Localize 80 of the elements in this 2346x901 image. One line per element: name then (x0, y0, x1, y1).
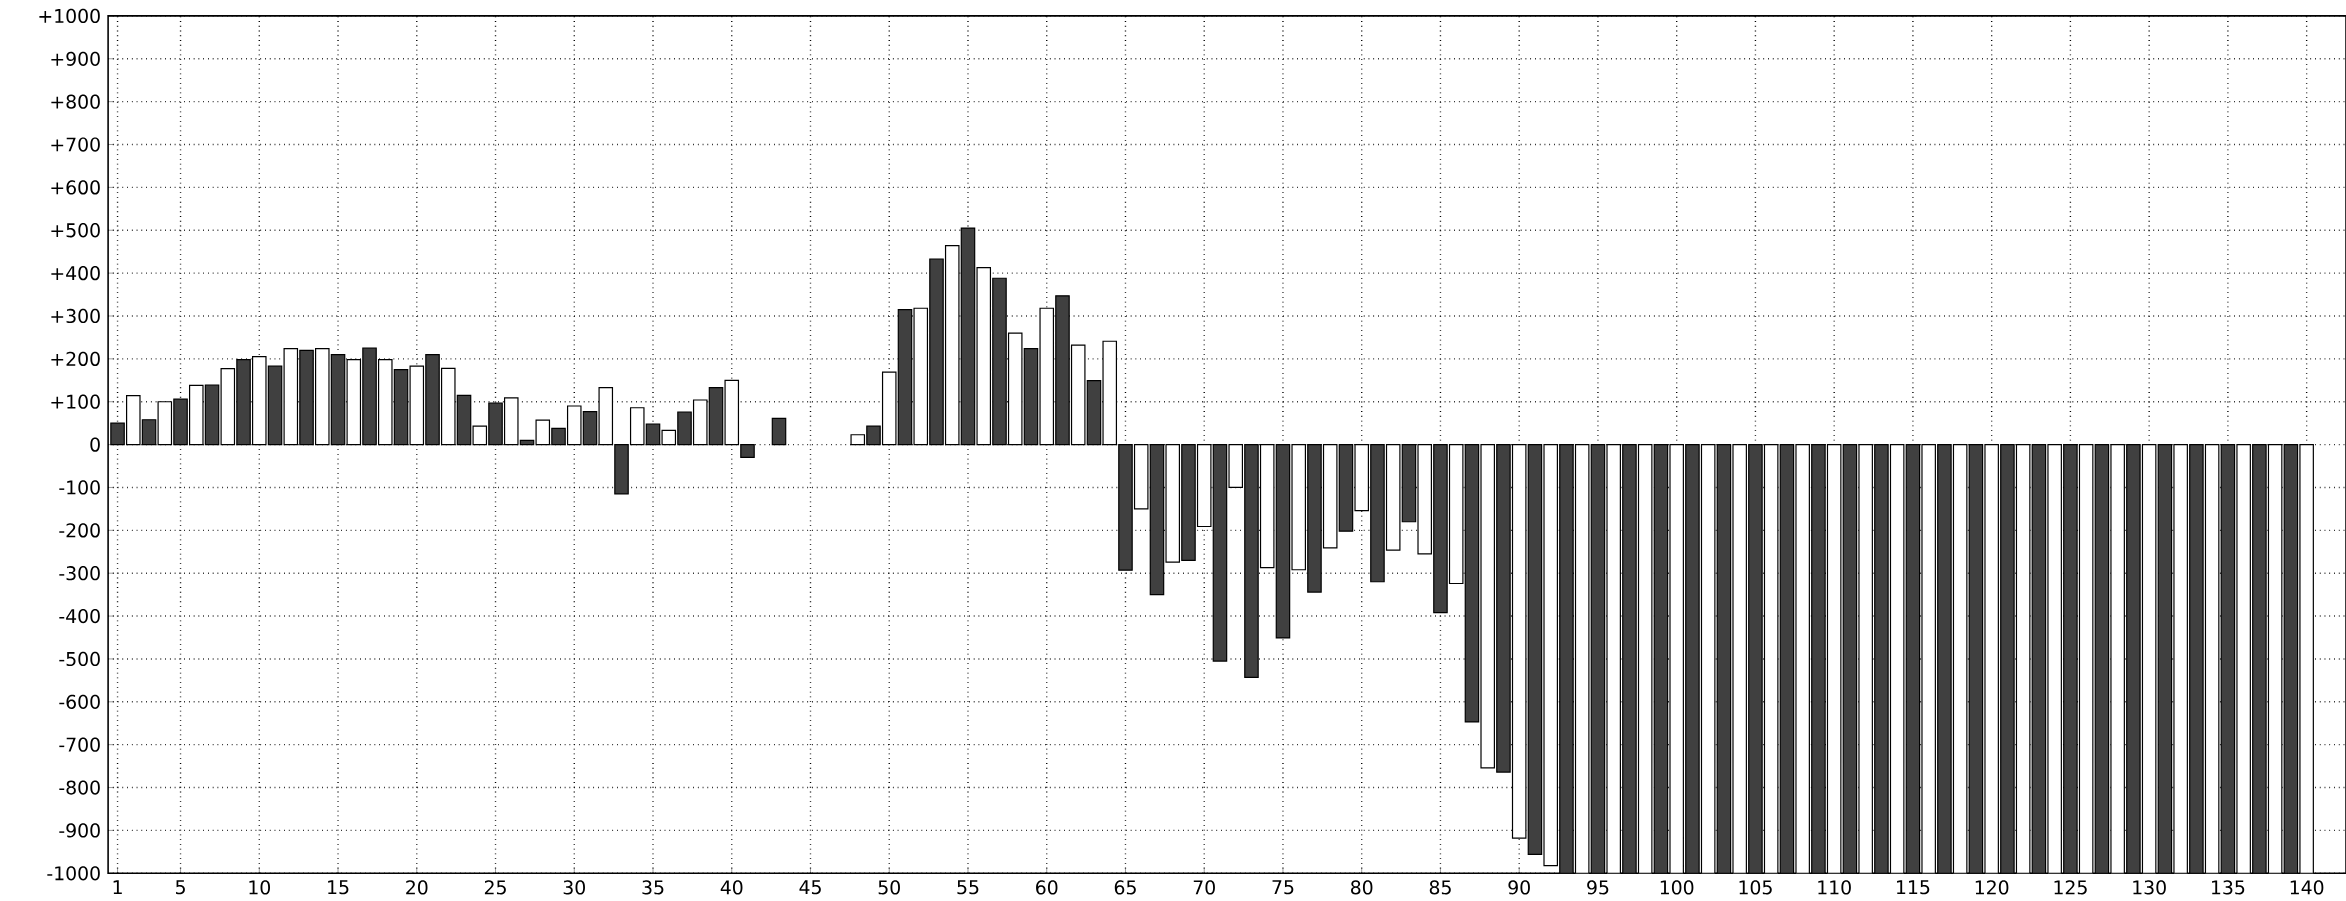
y-tick-label: -1000 (47, 866, 100, 881)
y-tick-label: +200 (51, 351, 100, 366)
x-tick-label: 55 (957, 880, 979, 895)
bar (173, 398, 188, 446)
bar (1669, 443, 1684, 874)
y-tick-label: +900 (51, 51, 100, 66)
y-tick-label: -700 (59, 737, 100, 752)
x-tick-label: 140 (2290, 880, 2324, 895)
x-tick-label: 10 (249, 880, 271, 895)
bar (2189, 443, 2204, 874)
x-tick-label: 35 (642, 880, 664, 895)
y-tick-label: -900 (59, 823, 100, 838)
x-tick-label: 125 (2054, 880, 2087, 895)
bar (677, 411, 692, 446)
x-tick-label: 65 (1114, 880, 1136, 895)
x-tick-label: 40 (720, 880, 743, 895)
bar (299, 349, 314, 446)
y-tick-label: +600 (51, 180, 100, 195)
y-tick-label: +800 (51, 94, 100, 109)
bar (614, 443, 629, 495)
bar (1118, 443, 1133, 571)
y-tick-label: -100 (59, 480, 100, 495)
x-tick-label: 60 (1036, 880, 1058, 895)
bar (236, 359, 251, 446)
x-tick-label: 95 (1587, 880, 1609, 895)
bar (1874, 443, 1889, 874)
y-tick-label: +400 (51, 265, 100, 281)
bar (1732, 443, 1747, 874)
bar (425, 353, 440, 446)
x-tick-label: 75 (1272, 880, 1294, 895)
x-tick-label: 25 (484, 880, 506, 895)
y-tick-label: 0 (90, 437, 100, 452)
bar (740, 443, 755, 458)
bar (1055, 295, 1070, 446)
x-tick-label: 80 (1351, 880, 1373, 895)
bar (992, 277, 1007, 446)
x-tick-label: 85 (1429, 880, 1451, 895)
y-tick-label: -500 (59, 651, 100, 666)
bar (2126, 443, 2141, 874)
bar (1370, 443, 1385, 583)
x-tick-label: 5 (176, 880, 185, 895)
y-tick-label: -600 (59, 694, 100, 709)
x-tick-label: 100 (1660, 880, 1694, 895)
x-tick-label: 50 (878, 880, 900, 895)
bar (1795, 443, 1810, 874)
y-tick-label: -300 (59, 566, 100, 581)
x-tick-label: 130 (2133, 880, 2166, 895)
bar (1858, 443, 1873, 874)
x-tick-label: 1 (113, 880, 122, 894)
bar (362, 347, 377, 446)
bar (1937, 443, 1952, 874)
bar (1244, 443, 1259, 678)
y-tick-label: -400 (59, 608, 100, 624)
x-tick-label: 135 (2212, 880, 2245, 895)
y-tick-label: +300 (51, 308, 100, 324)
x-tick-label: 15 (328, 880, 349, 895)
y-tick-label: +100 (51, 394, 100, 409)
y-tick-label: +700 (51, 137, 100, 152)
x-tick-label: 120 (1975, 880, 2009, 895)
x-tick-label: 45 (799, 880, 821, 895)
bar (2204, 443, 2220, 874)
x-tick-label: 105 (1739, 880, 1772, 895)
bar (1181, 443, 1196, 561)
x-tick-label: 30 (563, 880, 585, 895)
x-tick-label: 70 (1193, 880, 1215, 895)
y-tick-label: +1000 (39, 8, 100, 23)
bar (488, 402, 503, 446)
y-tick-label: -800 (59, 780, 100, 795)
bar (1307, 443, 1322, 593)
x-tick-label: 110 (1818, 880, 1851, 895)
bar (2267, 443, 2283, 874)
y-tick-label: +500 (51, 223, 100, 238)
bar (929, 258, 944, 446)
x-tick-label: 90 (1508, 880, 1530, 895)
x-tick-label: 20 (406, 880, 428, 895)
bar (1606, 443, 1621, 874)
x-tick-label: 115 (1897, 880, 1930, 895)
y-tick-label: -200 (59, 523, 100, 538)
bar (2000, 443, 2015, 874)
bar (2063, 443, 2078, 874)
